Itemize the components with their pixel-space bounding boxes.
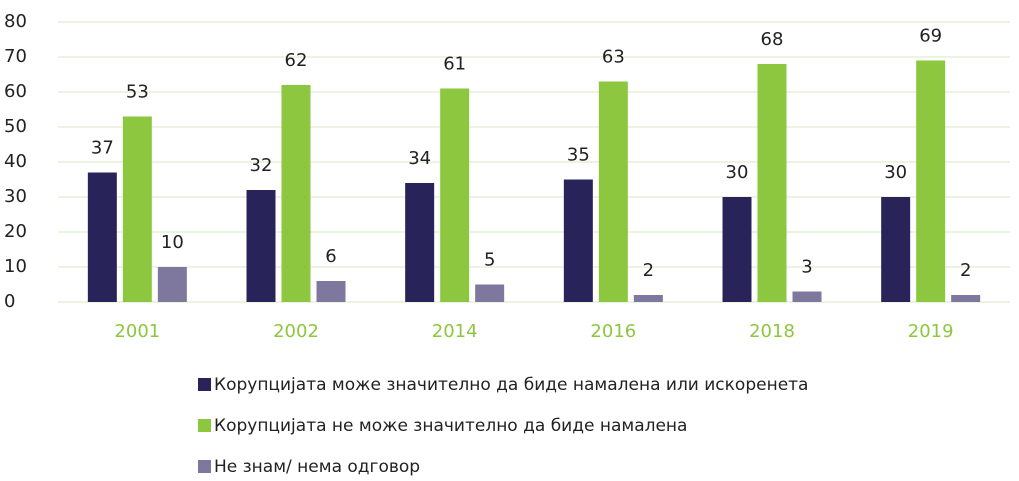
legend-label: Не знам/ нема одговор [214, 457, 420, 477]
value-label: 35 [567, 145, 590, 166]
x-tick-label: 2016 [590, 321, 636, 342]
legend-label: Корупцијата не може значително да биде н… [214, 416, 687, 436]
y-tick-label: 70 [4, 46, 27, 67]
y-tick-label: 10 [4, 256, 27, 277]
bar [122, 116, 152, 302]
y-tick-label: 20 [4, 221, 27, 242]
bar [316, 281, 346, 302]
value-label: 61 [443, 54, 466, 75]
value-label: 6 [325, 246, 336, 267]
x-tick-label: 2014 [432, 321, 478, 342]
y-tick-label: 50 [4, 116, 27, 137]
bar [916, 60, 946, 302]
value-label: 37 [91, 138, 114, 159]
value-label: 30 [884, 162, 907, 183]
x-tick-label: 2001 [114, 321, 160, 342]
legend-swatch [198, 460, 211, 473]
value-label: 3 [801, 257, 812, 278]
value-label: 62 [285, 50, 308, 71]
bar [157, 267, 187, 302]
bar [951, 295, 981, 302]
bar [440, 88, 470, 302]
bar [757, 64, 787, 302]
value-label: 68 [761, 29, 784, 50]
bar [475, 284, 505, 302]
y-tick-label: 60 [4, 81, 27, 102]
legend-label: Корупцијата може значително да биде нама… [214, 375, 808, 395]
bar [722, 197, 752, 302]
legend-swatch [198, 419, 211, 432]
value-label: 30 [726, 162, 749, 183]
legend-swatch [198, 378, 211, 391]
value-label: 2 [643, 260, 654, 281]
value-label: 2 [960, 260, 971, 281]
value-label: 34 [408, 148, 431, 169]
bar [792, 291, 822, 302]
y-tick-label: 0 [4, 291, 15, 312]
x-tick-label: 2002 [273, 321, 319, 342]
value-label: 10 [161, 232, 184, 253]
y-tick-label: 40 [4, 151, 27, 172]
value-label: 69 [919, 26, 942, 47]
x-tick-label: 2019 [908, 321, 954, 342]
bar [246, 190, 276, 302]
value-label: 32 [250, 155, 273, 176]
x-tick-label: 2018 [749, 321, 795, 342]
bar [281, 85, 311, 302]
bar [405, 183, 435, 302]
bar [563, 179, 593, 302]
value-label: 5 [484, 250, 495, 271]
value-label: 63 [602, 47, 625, 68]
y-tick-label: 80 [4, 11, 27, 32]
y-tick-label: 30 [4, 186, 27, 207]
bar [598, 81, 628, 302]
value-label: 53 [126, 82, 149, 103]
bar [881, 197, 911, 302]
bar [633, 295, 663, 302]
bar [87, 172, 117, 302]
